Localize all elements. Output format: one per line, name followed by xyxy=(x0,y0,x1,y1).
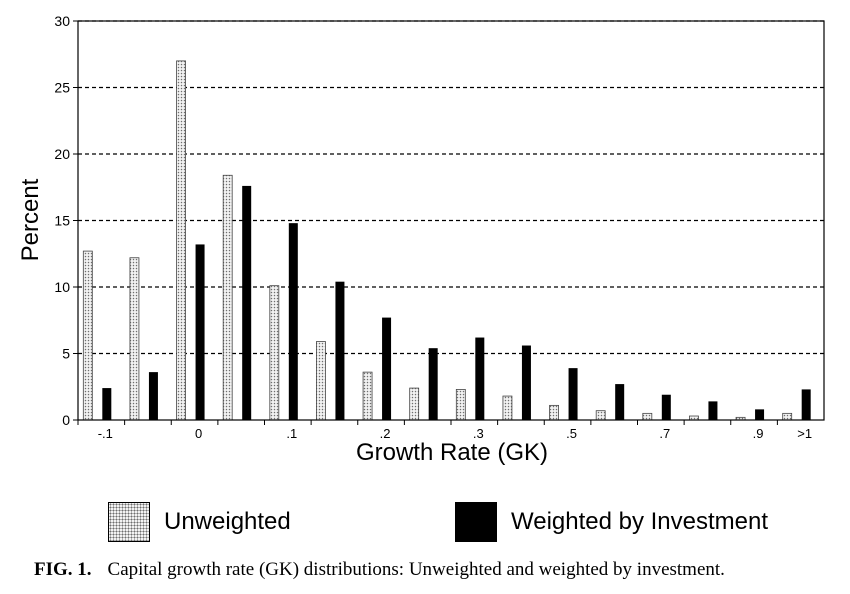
bar-weighted xyxy=(661,394,671,420)
bar-weighted xyxy=(102,388,112,420)
x-tick-label: 0 xyxy=(195,426,202,441)
bar-weighted xyxy=(755,409,765,420)
y-axis-label: Percent xyxy=(17,178,44,261)
y-tick-label: 0 xyxy=(62,412,70,428)
tick-labels: 0 5 10 15 20 25 30 -.1 0 .1 .2 .3 .5 .7 .9 >1 xyxy=(54,13,812,441)
legend-swatch-unweighted xyxy=(108,502,150,542)
bar-weighted xyxy=(475,337,485,420)
legend-item-weighted: Weighted by Investment xyxy=(455,500,768,544)
legend-item-unweighted: Unweighted xyxy=(108,500,291,544)
x-tick-label: >1 xyxy=(797,426,812,441)
legend-label-weighted: Weighted by Investment xyxy=(511,508,769,535)
x-tick-label: .2 xyxy=(380,426,391,441)
bar-weighted xyxy=(568,368,578,420)
bar-unweighted xyxy=(409,387,420,421)
y-tick-label: 10 xyxy=(54,279,70,295)
gridlines xyxy=(78,20,824,355)
x-tick-label: .1 xyxy=(286,426,297,441)
bar-unweighted xyxy=(782,412,793,421)
x-tick-label: .9 xyxy=(753,426,764,441)
bar-unweighted xyxy=(222,174,233,421)
x-tick-label: .7 xyxy=(659,426,670,441)
y-tick-label: 30 xyxy=(54,13,70,29)
bar-unweighted xyxy=(455,389,466,421)
bar-unweighted xyxy=(316,341,326,421)
x-tick-label: -.1 xyxy=(98,426,113,441)
legend-swatch-weighted xyxy=(455,502,497,542)
y-tick-label: 20 xyxy=(54,146,70,162)
bar-weighted xyxy=(615,384,625,420)
bar-unweighted xyxy=(595,410,606,421)
bar-unweighted xyxy=(176,60,186,421)
bar-weighted xyxy=(242,185,252,420)
figure-number: FIG. 1. xyxy=(34,559,92,580)
bar-weighted xyxy=(288,223,298,420)
bar-weighted xyxy=(148,372,158,420)
bar-unweighted xyxy=(549,404,559,421)
bar-unweighted xyxy=(82,250,93,421)
caption-text: Capital growth rate (GK) distributions: … xyxy=(107,559,725,580)
legend-label-unweighted: Unweighted xyxy=(164,508,291,535)
bar-weighted xyxy=(708,401,718,420)
bars xyxy=(82,60,811,421)
bar-weighted xyxy=(335,281,345,420)
bar-unweighted xyxy=(129,257,140,421)
bar-unweighted xyxy=(269,285,280,421)
bar-unweighted xyxy=(642,412,653,421)
bar-weighted xyxy=(428,348,438,420)
bar-unweighted xyxy=(502,395,513,421)
bar-weighted xyxy=(382,317,392,420)
y-tick-label: 25 xyxy=(54,80,70,96)
chart: 0 5 10 15 20 25 30 -.1 0 .1 .2 .3 .5 .7 .9 >1 Percent G… xyxy=(17,13,825,466)
axes xyxy=(73,20,825,425)
figure-caption: FIG. 1. Capital growth rate (GK) distribu… xyxy=(34,559,725,581)
bar-unweighted xyxy=(362,371,373,421)
bar-weighted xyxy=(521,345,531,420)
x-tick-label: .5 xyxy=(566,426,577,441)
x-axis-label: Growth Rate (GK) xyxy=(356,439,548,466)
x-tick-label: .3 xyxy=(473,426,484,441)
bar-weighted xyxy=(801,389,811,420)
y-tick-label: 5 xyxy=(62,346,70,362)
bar-weighted xyxy=(195,244,205,420)
y-tick-label: 15 xyxy=(54,213,70,229)
